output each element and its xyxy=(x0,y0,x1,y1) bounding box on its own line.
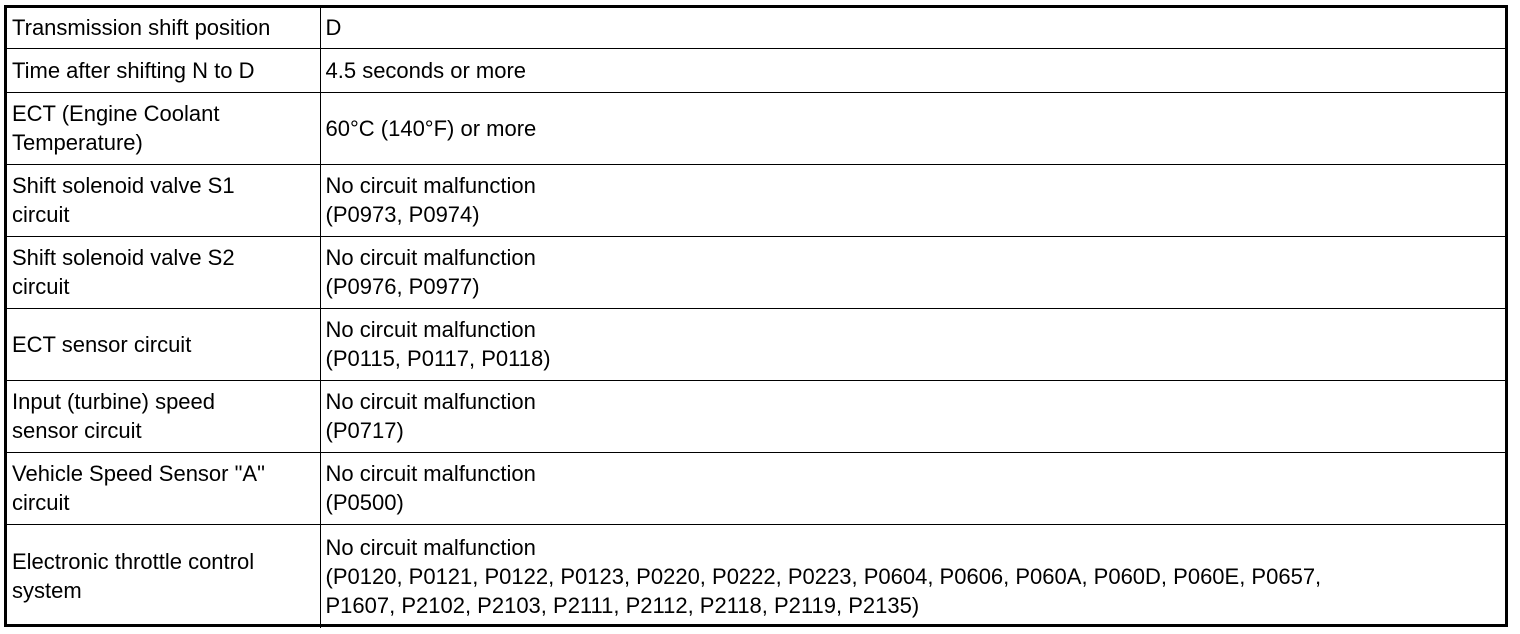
row-label: Vehicle Speed Sensor "A" circuit xyxy=(7,451,321,525)
row-value: No circuit malfunction (P0120, P0121, P0… xyxy=(319,523,1505,628)
row-value: No circuit malfunction (P0717) xyxy=(319,379,1505,453)
table-row: ECT sensor circuit No circuit malfunctio… xyxy=(7,307,1505,381)
row-label: ECT (Engine Coolant Temperature) xyxy=(7,91,321,165)
row-label: Shift solenoid valve S1 circuit xyxy=(7,163,321,237)
table-row: ECT (Engine Coolant Temperature) 60°C (1… xyxy=(7,91,1505,165)
table-row: Shift solenoid valve S1 circuit No circu… xyxy=(7,163,1505,237)
row-label: Transmission shift position xyxy=(7,8,321,49)
table-row: Transmission shift position D xyxy=(7,8,1505,49)
row-value: No circuit malfunction (P0115, P0117, P0… xyxy=(319,307,1505,381)
conditions-table: Transmission shift position D Time after… xyxy=(7,8,1505,628)
row-value: D xyxy=(319,8,1505,49)
table-row: Shift solenoid valve S2 circuit No circu… xyxy=(7,235,1505,309)
conditions-table-frame: Transmission shift position D Time after… xyxy=(4,5,1508,628)
row-label: Shift solenoid valve S2 circuit xyxy=(7,235,321,309)
row-value: 4.5 seconds or more xyxy=(319,47,1505,93)
row-label: Input (turbine) speed sensor circuit xyxy=(7,379,321,453)
row-value: 60°C (140°F) or more xyxy=(319,91,1505,165)
row-label: Time after shifting N to D xyxy=(7,47,321,93)
row-value: No circuit malfunction (P0500) xyxy=(319,451,1505,525)
table-row: Vehicle Speed Sensor "A" circuit No circ… xyxy=(7,451,1505,525)
table-row: Input (turbine) speed sensor circuit No … xyxy=(7,379,1505,453)
table-row: Electronic throttle control system No ci… xyxy=(7,523,1505,628)
row-value: No circuit malfunction (P0973, P0974) xyxy=(319,163,1505,237)
row-label: Electronic throttle control system xyxy=(7,523,321,628)
row-value: No circuit malfunction (P0976, P0977) xyxy=(319,235,1505,309)
row-label: ECT sensor circuit xyxy=(7,307,321,381)
table-row: Time after shifting N to D 4.5 seconds o… xyxy=(7,47,1505,93)
